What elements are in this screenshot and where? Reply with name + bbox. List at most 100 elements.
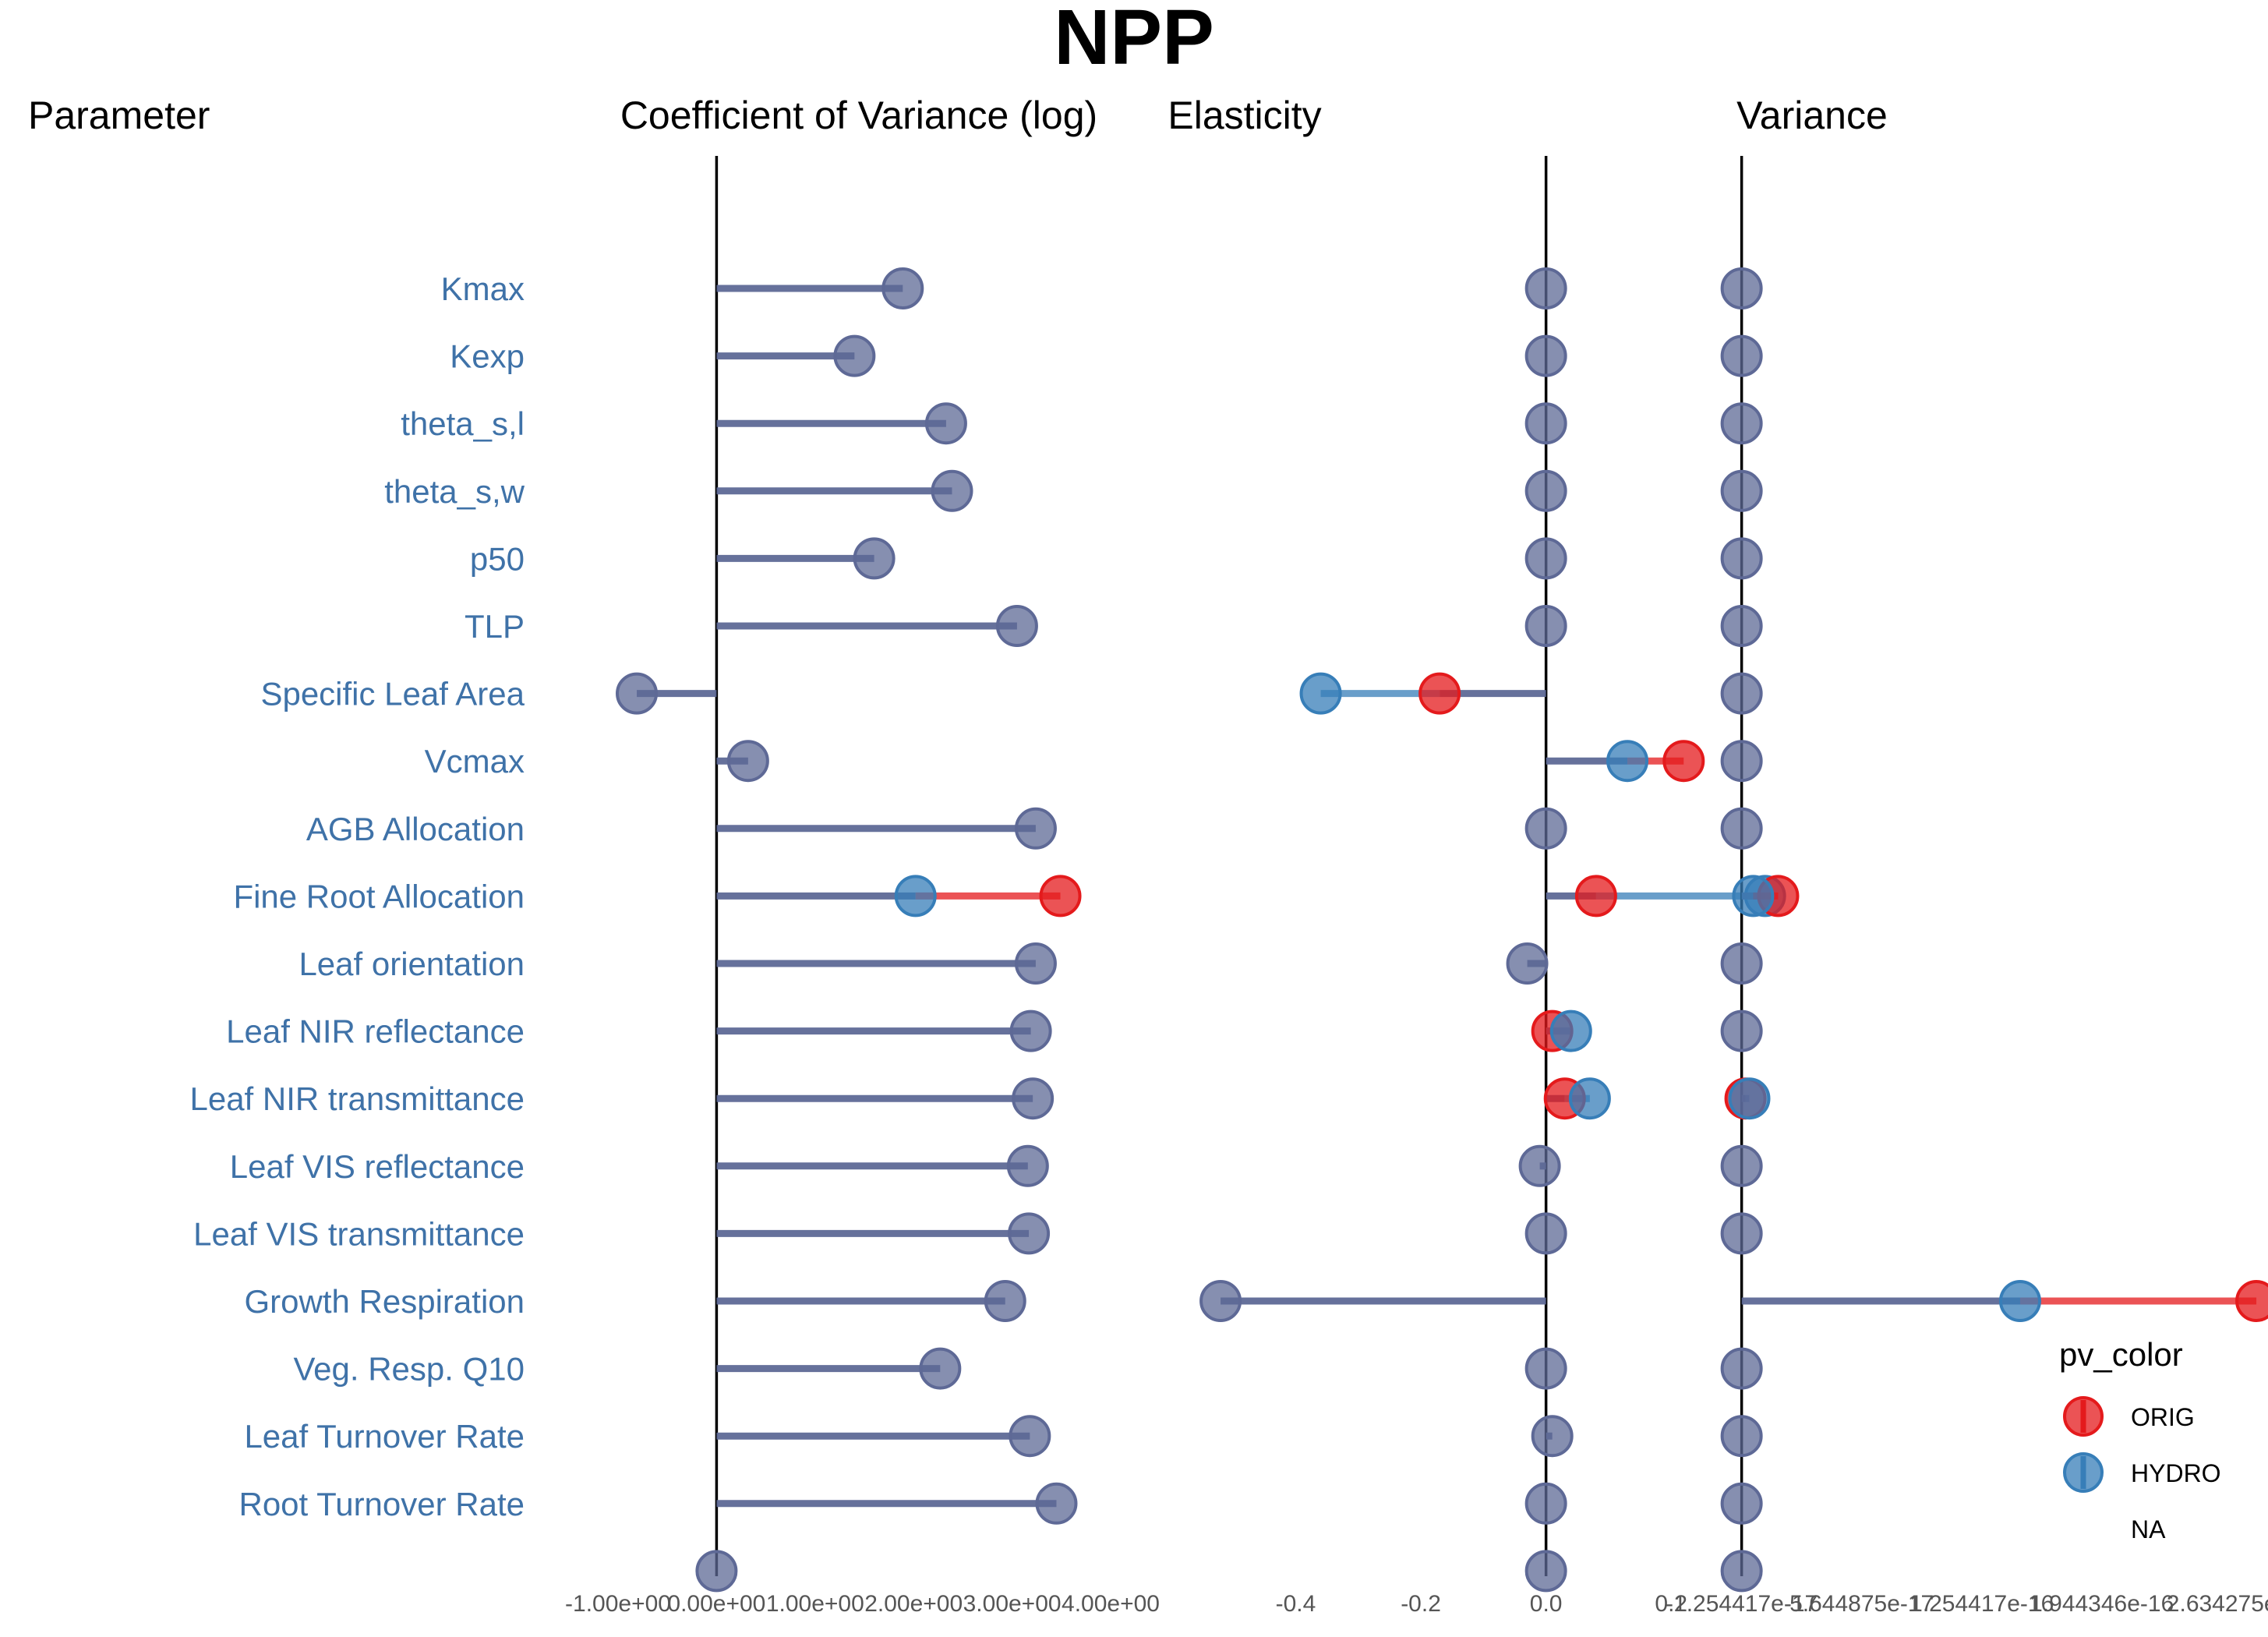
variance-hydro-point	[1998, 1280, 2041, 1322]
elasticity-overlap-point	[1524, 334, 1567, 377]
parameter-label: Kmax	[441, 270, 525, 307]
cv-orig-point	[1039, 875, 1082, 917]
elasticity-tick-label: -0.4	[1276, 1591, 1316, 1617]
cv-overlap-point	[881, 267, 924, 309]
elasticity-tick-label: -0.2	[1401, 1591, 1441, 1617]
elasticity-orig-point	[1662, 740, 1705, 783]
cv-overlap-point	[931, 469, 973, 512]
header-cv: Coefficient of Variance (log)	[620, 94, 1097, 137]
variance-overlap-point	[1720, 1482, 1763, 1525]
cv-tick-label: 1.00e+00	[766, 1591, 864, 1617]
cv-tick-label: 4.00e+00	[1062, 1591, 1160, 1617]
elasticity-orig-point	[1418, 672, 1461, 715]
cv-overlap-point	[1009, 1009, 1052, 1052]
variance-overlap-point	[1720, 1347, 1763, 1390]
variance-hydro-point	[1732, 875, 1775, 917]
parameter-label: Leaf Turnover Rate	[244, 1418, 525, 1455]
cv-panel: -1.00e+000.00e+00 1.00e+00 2.00e+00 3.00e+0…	[565, 156, 1160, 1617]
legend-title: pv_color	[2059, 1336, 2183, 1373]
cv-tick-label: -1.00e+00	[565, 1591, 671, 1617]
elasticity-overlap-point	[1518, 1144, 1561, 1187]
variance-hydro-point	[1728, 1077, 1771, 1120]
parameter-label: Leaf NIR reflectance	[226, 1013, 525, 1050]
cv-overlap-point	[984, 1280, 1026, 1322]
variance-overlap-point	[1720, 402, 1763, 445]
cv-overlap-point	[695, 1550, 738, 1593]
variance-overlap-point	[1720, 334, 1763, 377]
cv-overlap-point	[1035, 1482, 1078, 1525]
parameter-label: Kexp	[450, 338, 525, 375]
elasticity-overlap-point	[1524, 267, 1567, 309]
parameter-label: theta_s,l	[401, 405, 525, 442]
elasticity-overlap-point	[1524, 469, 1567, 512]
variance-overlap-point	[1720, 1550, 1763, 1593]
cv-overlap-point	[919, 1347, 962, 1390]
parameter-label: TLP	[465, 608, 525, 645]
parameter-labels: Kmax Kexp theta_s,l theta_s,w p50 TLP Specific…	[189, 270, 525, 1522]
elasticity-overlap-point	[1524, 402, 1567, 445]
variance-tick-label: 1.944346e-16	[2030, 1591, 2174, 1617]
cv-tick-label: 3.00e+00	[963, 1591, 1062, 1617]
variance-tick-label: -1.254417e-17	[1666, 1591, 1818, 1617]
legend-item-na: NA	[2131, 1515, 2166, 1543]
elasticity-overlap-point	[1524, 1347, 1567, 1390]
variance-overlap-point	[1720, 942, 1763, 985]
cv-overlap-point	[1009, 1415, 1051, 1458]
parameter-label: Veg. Resp. Q10	[293, 1351, 525, 1388]
cv-overlap-point	[1006, 1144, 1049, 1187]
chart-title: NPP	[1054, 0, 1214, 81]
cv-overlap-point	[616, 672, 659, 715]
parameter-label: Leaf VIS transmittance	[193, 1215, 525, 1252]
elasticity-hydro-point	[1568, 1077, 1611, 1120]
variance-orig-point	[2235, 1280, 2268, 1322]
variance-overlap-point	[1720, 1415, 1763, 1458]
variance-overlap-point	[1720, 1009, 1763, 1052]
elasticity-hydro-point	[1299, 672, 1342, 715]
parameter-label: Growth Respiration	[245, 1283, 525, 1320]
variance-overlap-point	[1720, 267, 1763, 309]
cv-overlap-point	[726, 740, 769, 783]
variance-tick-label: 5.644875e-17	[1789, 1591, 1934, 1617]
elasticity-hydro-point	[1606, 740, 1649, 783]
parameter-label: Leaf NIR transmittance	[189, 1080, 525, 1117]
cv-tick-label: 2.00e+00	[864, 1591, 963, 1617]
elasticity-overlap-point	[1524, 605, 1567, 647]
legend-label-na: NA	[2131, 1515, 2166, 1543]
variance-overlap-point	[1720, 469, 1763, 512]
cv-overlap-point	[1014, 942, 1057, 985]
parameter-label: p50	[470, 540, 525, 577]
header-parameter: Parameter	[28, 94, 210, 137]
elasticity-panel: -0.4 -0.2 0.0 0.2	[1199, 156, 1786, 1617]
variance-panel: -1.254417e-175.644875e-171.254417e-161.9…	[1666, 156, 2268, 1617]
elasticity-hydro-point	[1549, 1009, 1592, 1052]
elasticity-overlap-point	[1524, 1550, 1567, 1593]
variance-overlap-point	[1720, 1144, 1763, 1187]
elasticity-overlap-point	[1199, 1280, 1242, 1322]
parameter-label: theta_s,w	[384, 473, 525, 510]
elasticity-overlap-point	[1506, 942, 1549, 985]
cv-overlap-point	[853, 537, 896, 580]
cv-overlap-point	[1008, 1212, 1051, 1255]
parameter-label: Fine Root Allocation	[233, 878, 525, 914]
legend-label-orig: ORIG	[2131, 1403, 2195, 1431]
legend-item-orig: ORIG	[2063, 1396, 2195, 1437]
elasticity-tick-label: 0.2	[1655, 1591, 1687, 1617]
cv-overlap-point	[924, 402, 967, 445]
cv-overlap-point	[1012, 1077, 1055, 1120]
variance-overlap-point	[1720, 1212, 1763, 1255]
cv-overlap-point	[1014, 807, 1057, 850]
parameter-label: Specific Leaf Area	[260, 676, 525, 712]
parameter-label: Leaf orientation	[299, 946, 525, 982]
parameter-label: Leaf VIS reflectance	[230, 1148, 525, 1185]
elasticity-overlap-point	[1524, 537, 1567, 580]
elasticity-tick-label: 0.0	[1530, 1591, 1563, 1617]
elasticity-orig-point	[1574, 875, 1617, 917]
variance-overlap-point	[1720, 605, 1763, 647]
cv-overlap-point	[995, 605, 1038, 647]
elasticity-overlap-point	[1524, 1212, 1567, 1255]
header-variance: Variance	[1736, 94, 1888, 137]
legend-label-hydro: HYDRO	[2131, 1459, 2221, 1487]
variance-tick-label: 1.254417e-16	[1909, 1591, 2054, 1617]
variance-overlap-point	[1720, 672, 1763, 715]
